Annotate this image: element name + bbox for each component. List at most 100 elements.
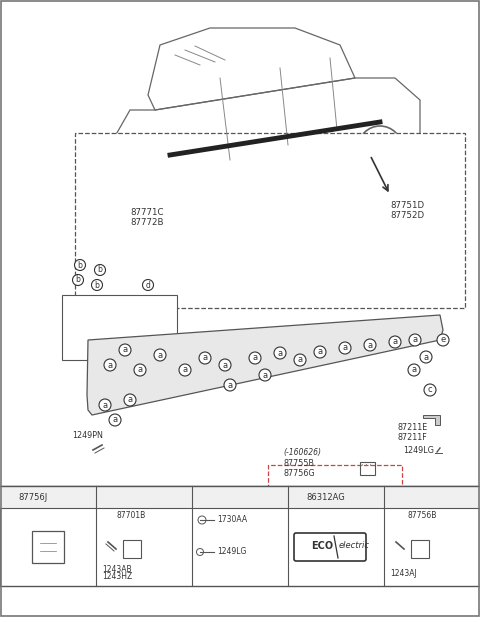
Circle shape xyxy=(224,379,236,391)
Text: 87211F: 87211F xyxy=(398,433,428,442)
Text: a: a xyxy=(108,360,113,370)
Text: a: a xyxy=(5,492,11,502)
Text: 1249PN: 1249PN xyxy=(72,431,103,440)
Text: 1243HZ: 1243HZ xyxy=(102,572,132,581)
Text: a: a xyxy=(127,395,132,405)
Circle shape xyxy=(72,275,84,286)
Circle shape xyxy=(424,384,436,396)
FancyBboxPatch shape xyxy=(32,531,64,563)
FancyBboxPatch shape xyxy=(192,486,288,508)
Text: d: d xyxy=(293,492,299,502)
Text: 1249LG: 1249LG xyxy=(403,446,434,455)
Circle shape xyxy=(154,349,166,361)
Text: a: a xyxy=(137,365,143,375)
Text: a: a xyxy=(393,337,397,347)
Circle shape xyxy=(409,334,421,346)
FancyBboxPatch shape xyxy=(96,486,192,508)
Text: 87211E: 87211E xyxy=(398,423,428,432)
Circle shape xyxy=(98,491,110,503)
Text: 87756J: 87756J xyxy=(18,492,47,502)
Text: 87771C: 87771C xyxy=(130,208,164,217)
Circle shape xyxy=(420,351,432,363)
Text: 87755B: 87755B xyxy=(283,459,314,468)
Text: 87701B: 87701B xyxy=(116,511,145,521)
Text: a: a xyxy=(203,354,207,363)
Text: (-160626): (-160626) xyxy=(283,448,321,457)
FancyBboxPatch shape xyxy=(0,486,96,508)
Text: a: a xyxy=(263,370,267,379)
Text: b: b xyxy=(95,281,99,289)
Text: 1243AJ: 1243AJ xyxy=(390,569,417,578)
Polygon shape xyxy=(105,263,158,275)
Text: a: a xyxy=(157,350,163,360)
Circle shape xyxy=(99,399,111,411)
Text: d: d xyxy=(145,281,150,289)
Circle shape xyxy=(389,336,401,348)
Text: 1730AA: 1730AA xyxy=(217,515,247,524)
Circle shape xyxy=(219,359,231,371)
Text: a: a xyxy=(412,336,418,344)
Text: a: a xyxy=(182,365,188,375)
Text: a: a xyxy=(423,352,429,362)
Circle shape xyxy=(408,364,420,376)
Circle shape xyxy=(339,342,351,354)
Circle shape xyxy=(119,344,131,356)
Text: 86312AG: 86312AG xyxy=(306,492,345,502)
Text: ECO: ECO xyxy=(311,541,333,551)
Text: a: a xyxy=(342,344,348,352)
Text: a: a xyxy=(411,365,417,375)
FancyBboxPatch shape xyxy=(384,486,480,508)
Circle shape xyxy=(274,347,286,359)
Text: b: b xyxy=(78,260,83,270)
Text: 1243AB: 1243AB xyxy=(102,565,132,574)
Text: a: a xyxy=(277,349,283,357)
Text: a: a xyxy=(228,381,233,389)
FancyBboxPatch shape xyxy=(288,486,384,508)
Circle shape xyxy=(2,491,14,503)
Circle shape xyxy=(259,369,271,381)
Text: a: a xyxy=(298,355,302,365)
Text: c: c xyxy=(198,492,202,502)
Circle shape xyxy=(290,491,302,503)
Circle shape xyxy=(386,491,398,503)
FancyBboxPatch shape xyxy=(75,133,465,308)
Circle shape xyxy=(143,280,154,291)
Text: e: e xyxy=(440,336,445,344)
Text: a: a xyxy=(317,347,323,357)
Circle shape xyxy=(437,334,449,346)
Text: b: b xyxy=(75,276,81,284)
Circle shape xyxy=(134,364,146,376)
FancyBboxPatch shape xyxy=(123,540,141,558)
Text: b: b xyxy=(97,265,102,275)
Circle shape xyxy=(92,280,103,291)
Circle shape xyxy=(74,260,85,270)
Polygon shape xyxy=(87,315,443,415)
Circle shape xyxy=(95,265,106,276)
Text: a: a xyxy=(122,346,128,355)
Polygon shape xyxy=(423,415,440,425)
FancyBboxPatch shape xyxy=(62,295,177,360)
Text: b: b xyxy=(101,492,107,502)
Text: e: e xyxy=(389,492,395,502)
FancyBboxPatch shape xyxy=(411,540,429,558)
Circle shape xyxy=(179,364,191,376)
Text: 87756G: 87756G xyxy=(283,469,314,478)
FancyBboxPatch shape xyxy=(268,465,402,509)
Circle shape xyxy=(104,359,116,371)
Text: a: a xyxy=(252,354,258,363)
Text: electric: electric xyxy=(339,542,370,550)
Circle shape xyxy=(199,352,211,364)
FancyBboxPatch shape xyxy=(294,533,366,561)
Text: 87772B: 87772B xyxy=(130,218,164,227)
Circle shape xyxy=(364,339,376,351)
FancyBboxPatch shape xyxy=(0,486,480,586)
Circle shape xyxy=(249,352,261,364)
Circle shape xyxy=(109,414,121,426)
Text: 87751D: 87751D xyxy=(390,201,424,210)
Text: 87752D: 87752D xyxy=(390,211,424,220)
Text: 1249LG: 1249LG xyxy=(217,547,246,557)
Text: a: a xyxy=(112,415,118,424)
Circle shape xyxy=(124,394,136,406)
Text: a: a xyxy=(222,360,228,370)
Text: a: a xyxy=(102,400,108,410)
